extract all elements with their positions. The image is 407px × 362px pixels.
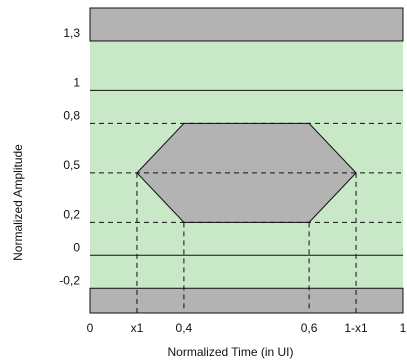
y-tick-label: -0,2: [59, 273, 80, 287]
upper-mask: [89, 7, 404, 42]
lower-mask: [89, 287, 404, 314]
x-tick-label: x1: [131, 321, 144, 335]
x-axis-title: Normalized Time (in UI): [167, 345, 293, 359]
x-tick-label: 1: [400, 321, 407, 335]
y-axis-title: Normalized Amplitude: [11, 144, 25, 261]
y-tick-label: 0: [73, 240, 80, 254]
x-tick-label: 0,4: [176, 321, 193, 335]
x-tick-label: 0: [87, 321, 94, 335]
x-tick-label: 0,6: [301, 321, 318, 335]
y-tick-label: 0,5: [63, 158, 80, 172]
y-tick-label: 0,8: [63, 108, 80, 122]
y-tick-label: 0,2: [63, 207, 80, 221]
y-tick-label: 1,3: [63, 26, 80, 40]
x-tick-label: 1-x1: [344, 321, 368, 335]
y-tick-label: 1: [73, 75, 80, 89]
